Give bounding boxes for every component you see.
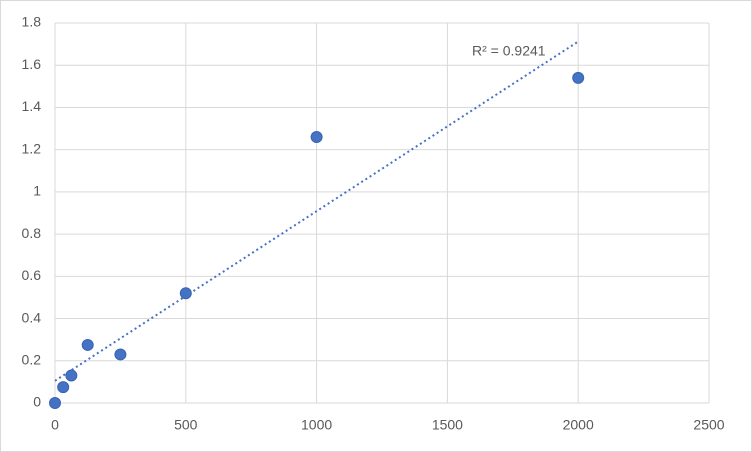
point bbox=[81, 338, 94, 351]
y-tick-label: 1 bbox=[33, 183, 41, 199]
y-tick-label: 1.8 bbox=[22, 14, 42, 30]
trendline-label: R² = 0.9241 bbox=[472, 43, 546, 59]
point bbox=[179, 287, 192, 300]
y-tick-label: 0.2 bbox=[22, 351, 42, 367]
trendline bbox=[54, 40, 579, 382]
y-tick-label: 0.8 bbox=[22, 225, 42, 241]
point bbox=[114, 348, 127, 361]
point bbox=[310, 131, 323, 143]
x-tick-label: 2000 bbox=[563, 417, 594, 433]
x-tick-label: 1500 bbox=[432, 417, 463, 433]
x-tick-label: 1000 bbox=[301, 417, 332, 433]
y-tick-label: 1.2 bbox=[22, 140, 42, 156]
point bbox=[49, 397, 61, 409]
y-tick-label: 1.4 bbox=[22, 98, 42, 114]
x-tick-label: 2500 bbox=[693, 417, 724, 433]
y-tick-label: 0 bbox=[33, 394, 41, 410]
point bbox=[572, 71, 585, 84]
point bbox=[57, 381, 70, 394]
y-tick-label: 0.6 bbox=[22, 267, 42, 283]
y-tick-label: 1.6 bbox=[22, 56, 42, 72]
x-tick-label: 500 bbox=[174, 417, 198, 433]
x-tick-label: 0 bbox=[51, 417, 59, 433]
y-tick-label: 0.4 bbox=[22, 309, 42, 325]
point bbox=[65, 369, 78, 382]
